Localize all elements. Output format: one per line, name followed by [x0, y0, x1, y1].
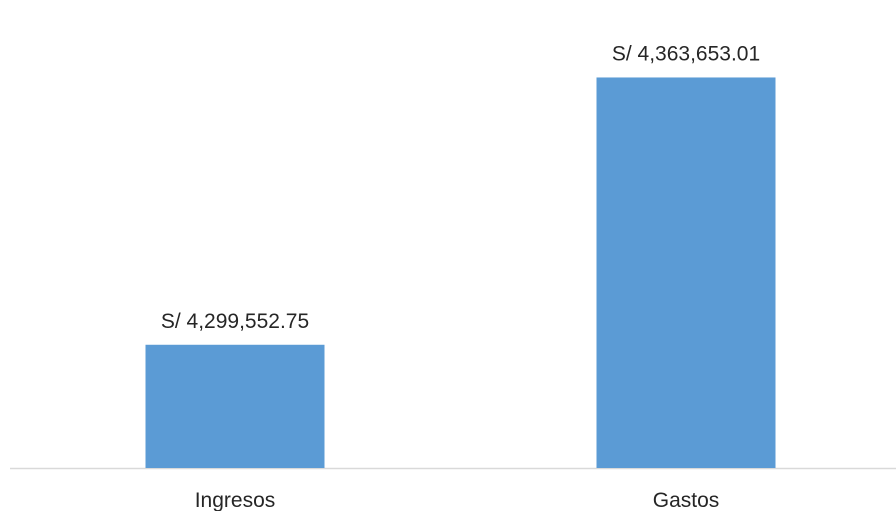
bar-ingresos — [145, 344, 325, 468]
bar-gastos — [596, 77, 776, 468]
data-label-gastos: S/ 4,363,653.01 — [612, 42, 760, 65]
data-label-ingresos: S/ 4,299,552.75 — [161, 310, 309, 333]
category-label-gastos: Gastos — [653, 489, 720, 511]
category-label-ingresos: Ingresos — [195, 489, 276, 511]
